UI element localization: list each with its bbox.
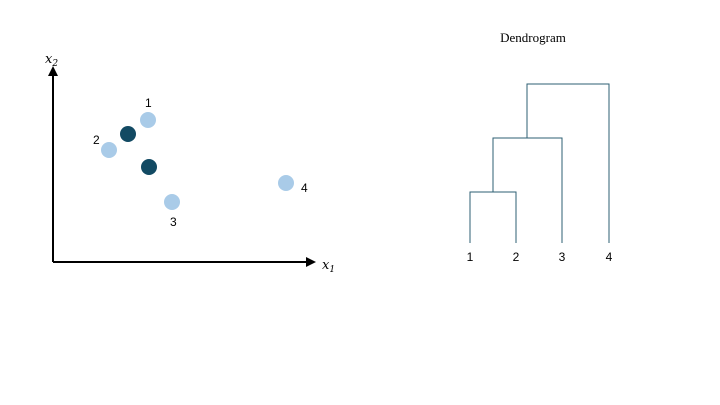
leaf-label-1: 1 — [467, 250, 474, 264]
point-label-4: 4 — [301, 181, 308, 195]
scatter-plot: x2 x1 1 2 3 4 — [45, 52, 335, 275]
leaf-label-3: 3 — [559, 250, 566, 264]
centroid-2 — [141, 159, 157, 175]
dendrogram-title: Dendrogram — [500, 30, 566, 45]
point-3 — [164, 194, 180, 210]
point-4 — [278, 175, 294, 191]
leaf-label-2: 2 — [513, 250, 520, 264]
point-2 — [101, 142, 117, 158]
y-axis-label: x2 — [45, 52, 58, 69]
point-label-3: 3 — [170, 215, 177, 229]
centroid-1 — [120, 126, 136, 142]
point-label-1: 1 — [145, 96, 152, 110]
point-1 — [140, 112, 156, 128]
point-label-2: 2 — [93, 133, 100, 147]
dendrogram: Dendrogram 1 2 3 4 — [467, 30, 613, 264]
branch-merge-12-3 — [492, 137, 563, 243]
branch-merge-1-2 — [469, 191, 517, 243]
x-axis-label: x1 — [322, 258, 335, 275]
leaf-label-4: 4 — [606, 250, 613, 264]
branch-merge-123-4 — [526, 83, 610, 243]
